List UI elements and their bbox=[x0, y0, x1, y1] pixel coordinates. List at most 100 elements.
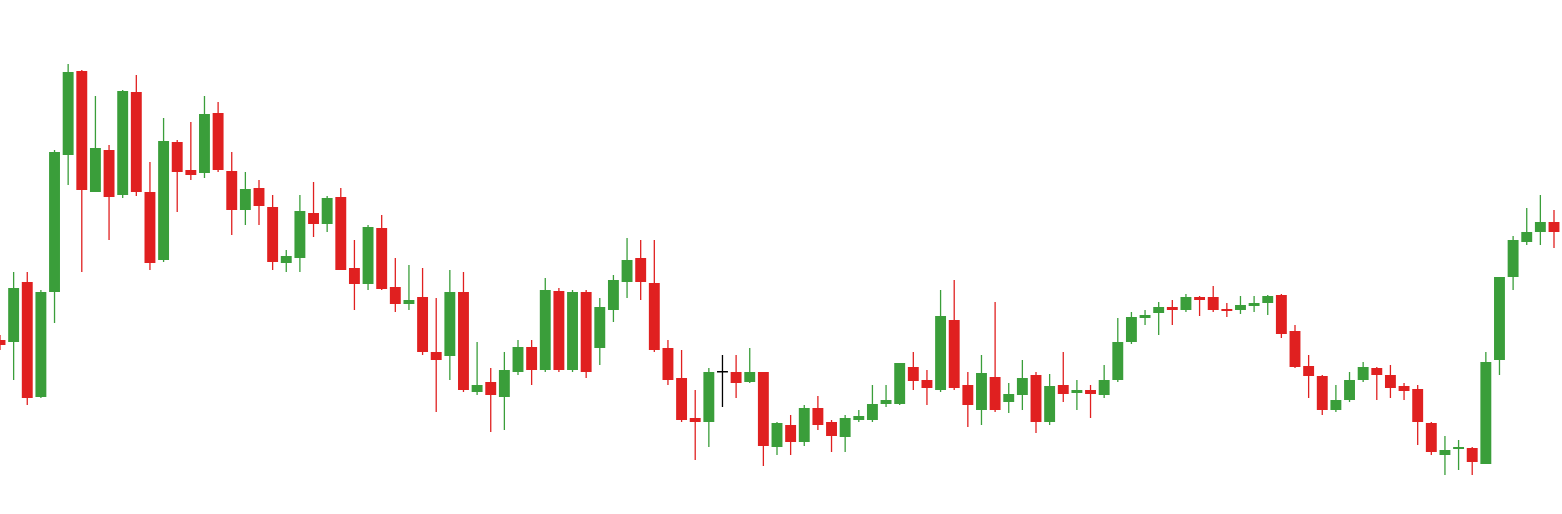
candle-body bbox=[389, 287, 401, 304]
candle-body bbox=[757, 372, 769, 446]
candle-body bbox=[444, 292, 456, 356]
candle-body bbox=[1548, 222, 1560, 232]
candle-body bbox=[1180, 297, 1192, 310]
candle-body bbox=[417, 297, 429, 352]
candle-body bbox=[826, 422, 837, 436]
candle-body bbox=[89, 148, 101, 192]
candle-body bbox=[1507, 240, 1519, 277]
candle-body bbox=[621, 260, 633, 282]
candle-body bbox=[607, 280, 619, 310]
candle-body bbox=[1275, 295, 1287, 334]
candle-body bbox=[866, 404, 878, 420]
candle-body bbox=[199, 114, 210, 173]
candle-body bbox=[294, 211, 306, 258]
candle-body bbox=[553, 291, 565, 370]
candle-body bbox=[226, 171, 238, 210]
candle-body bbox=[1003, 394, 1015, 402]
candle-body bbox=[144, 192, 156, 263]
candle-body bbox=[1412, 389, 1424, 422]
candle-body bbox=[1480, 362, 1492, 464]
candle-body bbox=[8, 288, 20, 342]
candle-body bbox=[798, 408, 810, 442]
candle-body bbox=[676, 378, 688, 420]
candle-body bbox=[212, 113, 224, 170]
candle-body bbox=[1057, 385, 1069, 394]
candle-body bbox=[1453, 447, 1465, 449]
candle-body bbox=[1521, 232, 1533, 242]
candle-body bbox=[1466, 448, 1478, 462]
candle-body bbox=[498, 370, 510, 397]
candle-body bbox=[103, 150, 115, 197]
candle-body bbox=[130, 92, 142, 192]
candle-body bbox=[117, 91, 129, 195]
candle-body bbox=[567, 292, 578, 370]
candle-body bbox=[471, 385, 483, 392]
candle-body bbox=[1494, 277, 1505, 360]
candle-body bbox=[512, 347, 524, 372]
candle-body bbox=[1125, 317, 1137, 342]
candle-body bbox=[1316, 376, 1328, 410]
candle-body bbox=[1303, 366, 1315, 376]
candle-body bbox=[662, 348, 674, 380]
candle-body bbox=[1194, 297, 1206, 300]
candle-body bbox=[1044, 386, 1056, 422]
candle-body bbox=[253, 188, 265, 206]
candle-body bbox=[907, 367, 919, 381]
candle-body bbox=[921, 380, 933, 388]
candle-body bbox=[49, 152, 60, 292]
candle-body bbox=[348, 268, 360, 284]
candle-body bbox=[976, 373, 987, 410]
candle-body bbox=[376, 228, 388, 289]
candle-body bbox=[717, 371, 728, 373]
candle-body bbox=[1235, 305, 1246, 310]
candle-body bbox=[362, 227, 374, 284]
candle-body bbox=[1398, 386, 1410, 391]
candle-body bbox=[1371, 368, 1383, 375]
candle-body bbox=[321, 198, 333, 224]
candle-body bbox=[1085, 390, 1096, 394]
candle-body bbox=[894, 363, 906, 404]
candle-body bbox=[648, 283, 660, 350]
candle-body bbox=[1248, 303, 1260, 306]
candle-body bbox=[839, 418, 851, 437]
candle-body bbox=[0, 340, 6, 345]
candle-body bbox=[1071, 390, 1083, 393]
candle-body bbox=[158, 141, 170, 260]
candle-body bbox=[1112, 342, 1124, 380]
candle-body bbox=[62, 72, 74, 155]
candle-body bbox=[594, 307, 606, 348]
candle-body bbox=[280, 256, 292, 263]
candle-body bbox=[35, 292, 47, 397]
candle-body bbox=[1439, 450, 1451, 455]
candle-body bbox=[430, 352, 442, 360]
candle-body bbox=[812, 408, 824, 425]
candle-body bbox=[239, 189, 251, 210]
candle-body bbox=[1425, 423, 1437, 452]
candle-body bbox=[689, 418, 701, 422]
candle-body bbox=[458, 292, 469, 390]
candle-body bbox=[526, 347, 538, 370]
candle-body bbox=[171, 142, 183, 172]
candle-body bbox=[703, 372, 715, 422]
candle-body bbox=[635, 258, 647, 282]
candle-body bbox=[962, 385, 974, 405]
candle-body bbox=[853, 416, 865, 420]
candle-body bbox=[935, 316, 947, 390]
candle-body bbox=[267, 207, 279, 262]
candle-body bbox=[1098, 380, 1110, 395]
candle-body bbox=[580, 292, 592, 372]
candle-body bbox=[1384, 375, 1396, 388]
candle-body bbox=[1289, 331, 1301, 367]
candle-body bbox=[771, 423, 783, 447]
candle-body bbox=[1207, 297, 1219, 310]
candle-body bbox=[335, 197, 347, 270]
candle-body bbox=[1030, 375, 1042, 422]
candle-body bbox=[1262, 296, 1274, 303]
candle-body bbox=[1016, 378, 1028, 395]
candle-body bbox=[539, 290, 551, 370]
candle-body bbox=[1166, 307, 1178, 310]
candle-body bbox=[1139, 315, 1151, 318]
candle-body bbox=[403, 300, 415, 304]
